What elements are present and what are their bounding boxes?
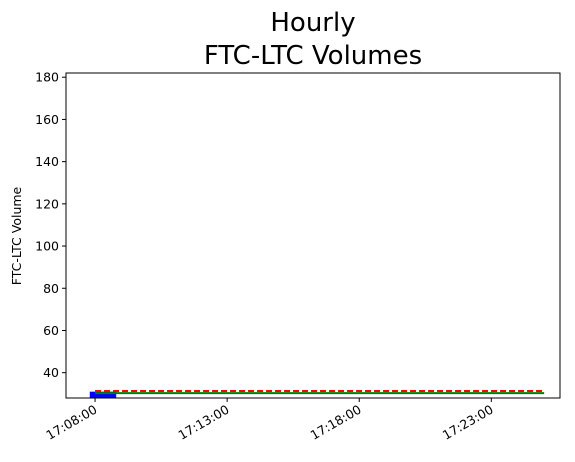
y-tick-label-2: 80 <box>43 281 59 296</box>
y-tick-label-0: 40 <box>43 365 59 380</box>
y-tick-label-5: 140 <box>35 154 59 169</box>
y-axis-label: FTC-LTC Volume <box>9 186 24 285</box>
y-tick-label-4: 120 <box>35 196 59 211</box>
plot-marks <box>89 390 545 398</box>
y-axis: 40 60 80 100 120 140 160 180 <box>35 70 66 380</box>
y-tick-label-3: 100 <box>35 239 59 254</box>
y-tick-label-6: 160 <box>35 112 59 127</box>
x-tick-label-1: 17:13:00 <box>176 402 232 443</box>
volume-bar-0 <box>89 391 117 398</box>
x-tick-label-2: 17:18:00 <box>308 402 364 443</box>
y-tick-label-1: 60 <box>43 323 59 338</box>
x-tick-label-3: 17:23:00 <box>440 402 496 443</box>
y-tick-label-7: 180 <box>35 70 59 85</box>
x-tick-label-0: 17:08:00 <box>43 402 99 443</box>
x-axis: 17:08:00 17:13:00 17:18:00 17:23:00 <box>43 398 496 443</box>
chart-title-line-1: Hourly <box>270 8 355 38</box>
chart-title-line-2: FTC-LTC Volumes <box>204 41 422 71</box>
plot-area-frame <box>65 72 561 399</box>
